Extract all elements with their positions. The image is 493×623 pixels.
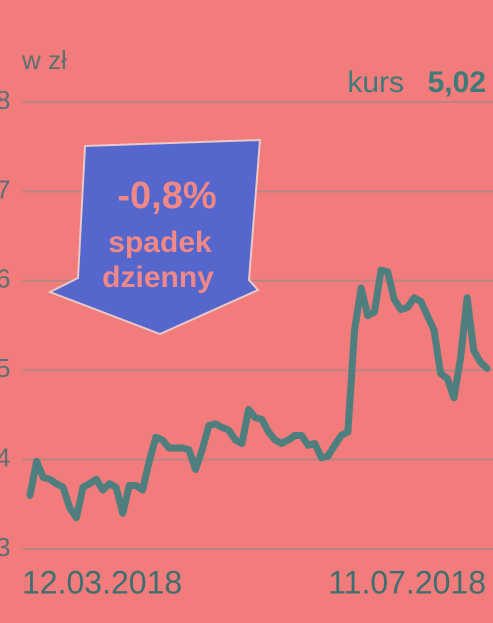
y-tick-label: 3 xyxy=(0,532,10,562)
x-tick-label: 11.07.2018 xyxy=(328,564,486,600)
y-tick-label: 5 xyxy=(0,353,10,383)
badge: -0,8% spadek dzienny xyxy=(47,138,262,336)
line xyxy=(26,266,491,522)
plot: 3 4 5 6 7 8 12.03.2018 11.07.2018 xyxy=(0,85,493,600)
badge-line2: dzienny xyxy=(102,261,214,294)
x-tick-label: 12.03.2018 xyxy=(22,564,182,600)
badge-line1: spadek xyxy=(108,226,212,259)
badge-arrow xyxy=(47,138,262,336)
y-tick-label: 7 xyxy=(0,174,10,204)
annotation-value: 5,02 xyxy=(428,66,486,99)
y-tick-label: 4 xyxy=(0,442,10,472)
y-axis-label: w zł xyxy=(21,45,67,75)
y-tick-label: 6 xyxy=(0,264,10,294)
y-tick-label: 8 xyxy=(0,85,10,115)
annotation-label: kurs xyxy=(347,66,404,99)
badge-change: -0,8% xyxy=(117,175,216,217)
